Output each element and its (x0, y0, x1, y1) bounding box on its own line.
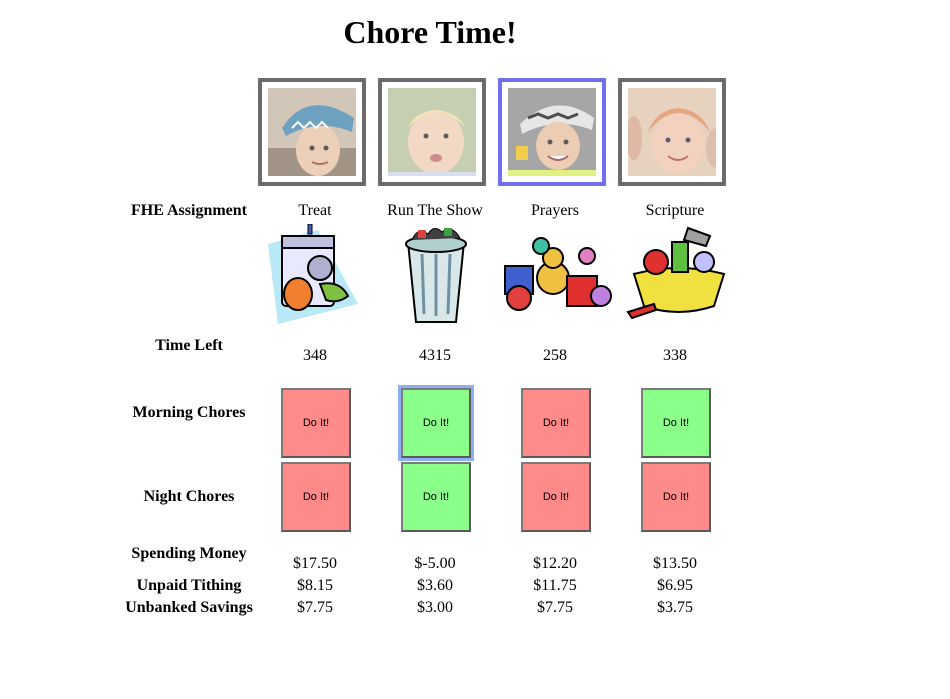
time-left-value: 348 (303, 347, 327, 364)
morning-chore-button[interactable]: Do It! (281, 388, 351, 458)
morning-chore-button[interactable]: Do It! (641, 388, 711, 458)
spending-money-label: Spending Money (131, 545, 247, 562)
unpaid-tithing-value: $11.75 (533, 577, 577, 594)
unbanked-savings-value: $3.00 (417, 599, 453, 616)
time-left-label: Time Left (155, 337, 223, 354)
page-title: Chore Time! (343, 14, 517, 50)
kid-photo-image (268, 88, 356, 176)
morning-chore-button[interactable]: Do It! (401, 388, 471, 458)
fhe-assignment-label: FHE Assignment (130, 202, 247, 219)
kid-photo-1[interactable] (258, 78, 366, 186)
fhe-assignment: Run The Show (387, 202, 483, 219)
kid-photo-image (628, 88, 716, 176)
unpaid-tithing-value: $6.95 (657, 577, 693, 594)
boy-with-cap-photo (508, 88, 596, 176)
unbanked-savings-value: $7.75 (537, 599, 573, 616)
dishes-icon (626, 222, 730, 326)
laundry-icon (268, 224, 364, 328)
kid-photo-3[interactable] (498, 78, 606, 186)
kid-photo-image (508, 88, 596, 176)
spending-money-value: $-5.00 (414, 555, 456, 572)
fhe-assignment: Treat (298, 202, 332, 219)
time-left-value: 258 (543, 347, 567, 364)
night-chore-button[interactable]: Do It! (641, 462, 711, 532)
kid-photo-image (388, 88, 476, 176)
night-chore-button[interactable]: Do It! (401, 462, 471, 532)
morning-chore-button[interactable]: Do It! (521, 388, 591, 458)
toddler-photo (388, 88, 476, 176)
time-left-value: 338 (663, 347, 687, 364)
night-chore-button[interactable]: Do It! (281, 462, 351, 532)
unbanked-savings-label: Unbanked Savings (125, 599, 253, 616)
night-chore-button[interactable]: Do It! (521, 462, 591, 532)
fhe-assignment: Prayers (531, 202, 579, 219)
morning-chores-label: Morning Chores (132, 404, 246, 421)
spending-money-value: $12.20 (533, 555, 577, 572)
kid-photo-2[interactable] (378, 78, 486, 186)
boy-with-helmet-photo (268, 88, 356, 176)
kid-photo-4[interactable] (618, 78, 726, 186)
unbanked-savings-value: $3.75 (657, 599, 693, 616)
unpaid-tithing-label: Unpaid Tithing (136, 577, 242, 594)
night-chores-label: Night Chores (143, 488, 235, 505)
trash-can-icon (398, 224, 474, 326)
unbanked-savings-value: $7.75 (297, 599, 333, 616)
time-left-value: 4315 (419, 347, 451, 364)
toys-icon (497, 236, 615, 316)
girl-photo (628, 88, 716, 176)
fhe-assignment: Scripture (645, 202, 705, 219)
unpaid-tithing-value: $3.60 (417, 577, 453, 594)
spending-money-value: $17.50 (293, 555, 337, 572)
unpaid-tithing-value: $8.15 (297, 577, 333, 594)
spending-money-value: $13.50 (653, 555, 697, 572)
